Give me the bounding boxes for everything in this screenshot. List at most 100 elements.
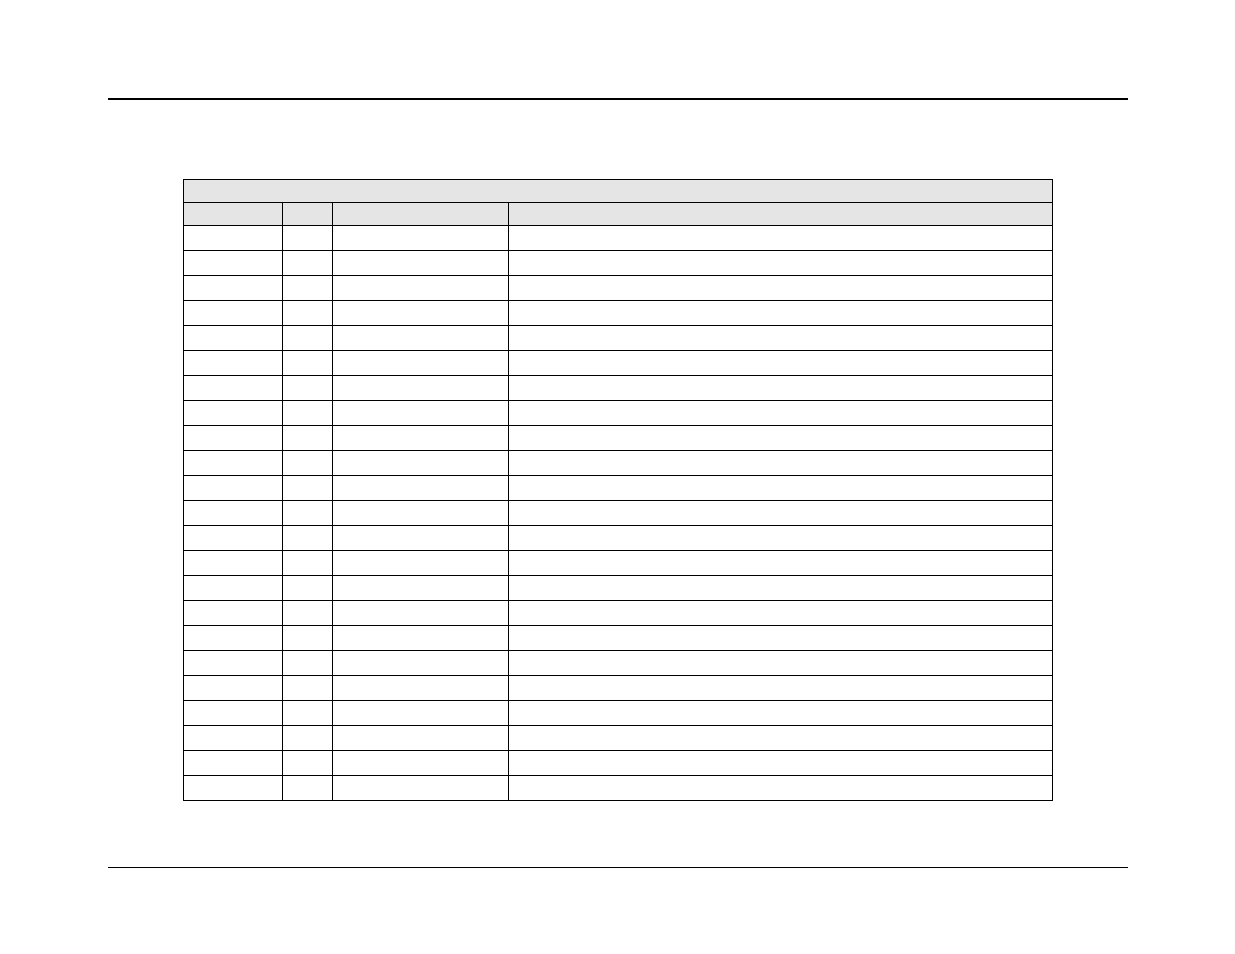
table-cell — [508, 251, 1052, 276]
table-cell — [332, 376, 508, 401]
table-cell — [508, 501, 1052, 526]
table-cell — [332, 626, 508, 651]
table-cell — [282, 526, 332, 551]
table-title-cell — [184, 180, 1053, 203]
table-cell — [332, 276, 508, 301]
table-cell — [508, 526, 1052, 551]
table-row — [184, 551, 1053, 576]
table-cell — [282, 376, 332, 401]
table-cell — [332, 501, 508, 526]
table-cell — [332, 326, 508, 351]
table-row — [184, 376, 1053, 401]
table-cell — [332, 526, 508, 551]
table-cell — [332, 701, 508, 726]
table-cell — [282, 626, 332, 651]
table-row — [184, 251, 1053, 276]
table-cell — [332, 776, 508, 801]
table-cell — [332, 651, 508, 676]
table-row — [184, 726, 1053, 751]
table-row — [184, 351, 1053, 376]
table-cell — [184, 701, 283, 726]
table-cell — [184, 776, 283, 801]
table-row — [184, 601, 1053, 626]
table-cell — [184, 501, 283, 526]
table-cell — [508, 326, 1052, 351]
table-cell — [508, 451, 1052, 476]
table-cell — [508, 651, 1052, 676]
table-cell — [282, 301, 332, 326]
table-cell — [332, 426, 508, 451]
table-cell — [332, 676, 508, 701]
table-cell — [508, 276, 1052, 301]
table-cell — [282, 276, 332, 301]
table-cell — [184, 376, 283, 401]
table-cell — [282, 226, 332, 251]
table-cell — [508, 476, 1052, 501]
table-cell — [332, 251, 508, 276]
table-cell — [332, 401, 508, 426]
table-row — [184, 651, 1053, 676]
table-cell — [282, 351, 332, 376]
table-row — [184, 776, 1053, 801]
table-cell — [332, 726, 508, 751]
table-cell — [332, 751, 508, 776]
table-cell — [184, 301, 283, 326]
table-cell — [282, 651, 332, 676]
table-cell — [282, 676, 332, 701]
table-cell — [508, 676, 1052, 701]
table-row — [184, 526, 1053, 551]
table-cell — [282, 451, 332, 476]
table-cell — [184, 401, 283, 426]
table-cell — [184, 326, 283, 351]
table-cell — [508, 226, 1052, 251]
table-cell — [282, 576, 332, 601]
table-cell — [184, 251, 283, 276]
table-cell — [282, 501, 332, 526]
table-cell — [508, 576, 1052, 601]
table-row — [184, 451, 1053, 476]
table-cell — [282, 401, 332, 426]
table-cell — [184, 351, 283, 376]
table-cell — [332, 226, 508, 251]
table-cell — [184, 751, 283, 776]
table-header-cell — [508, 203, 1052, 226]
table-cell — [508, 726, 1052, 751]
table-cell — [282, 751, 332, 776]
table-row — [184, 401, 1053, 426]
table-row — [184, 226, 1053, 251]
top-horizontal-rule — [108, 98, 1128, 100]
table-cell — [184, 476, 283, 501]
table-cell — [508, 601, 1052, 626]
table-cell — [508, 426, 1052, 451]
table-cell — [332, 551, 508, 576]
table-cell — [282, 326, 332, 351]
table-cell — [508, 376, 1052, 401]
table-cell — [282, 726, 332, 751]
table-cell — [184, 576, 283, 601]
table-row — [184, 426, 1053, 451]
table-row — [184, 326, 1053, 351]
table-row — [184, 751, 1053, 776]
table-cell — [508, 751, 1052, 776]
table-row — [184, 626, 1053, 651]
table-cell — [184, 726, 283, 751]
table-cell — [184, 601, 283, 626]
table-row — [184, 476, 1053, 501]
table-cell — [184, 276, 283, 301]
table-cell — [184, 526, 283, 551]
table-cell — [282, 251, 332, 276]
table-row — [184, 276, 1053, 301]
table-cell — [282, 426, 332, 451]
table-header-cell — [282, 203, 332, 226]
table-cell — [184, 226, 283, 251]
table-cell — [508, 551, 1052, 576]
table-cell — [184, 451, 283, 476]
table-cell — [508, 701, 1052, 726]
table-cell — [282, 701, 332, 726]
table-row — [184, 301, 1053, 326]
table-cell — [184, 676, 283, 701]
table-row — [184, 576, 1053, 601]
table-header-cell — [184, 203, 283, 226]
table-cell — [184, 551, 283, 576]
bottom-horizontal-rule — [108, 867, 1128, 868]
